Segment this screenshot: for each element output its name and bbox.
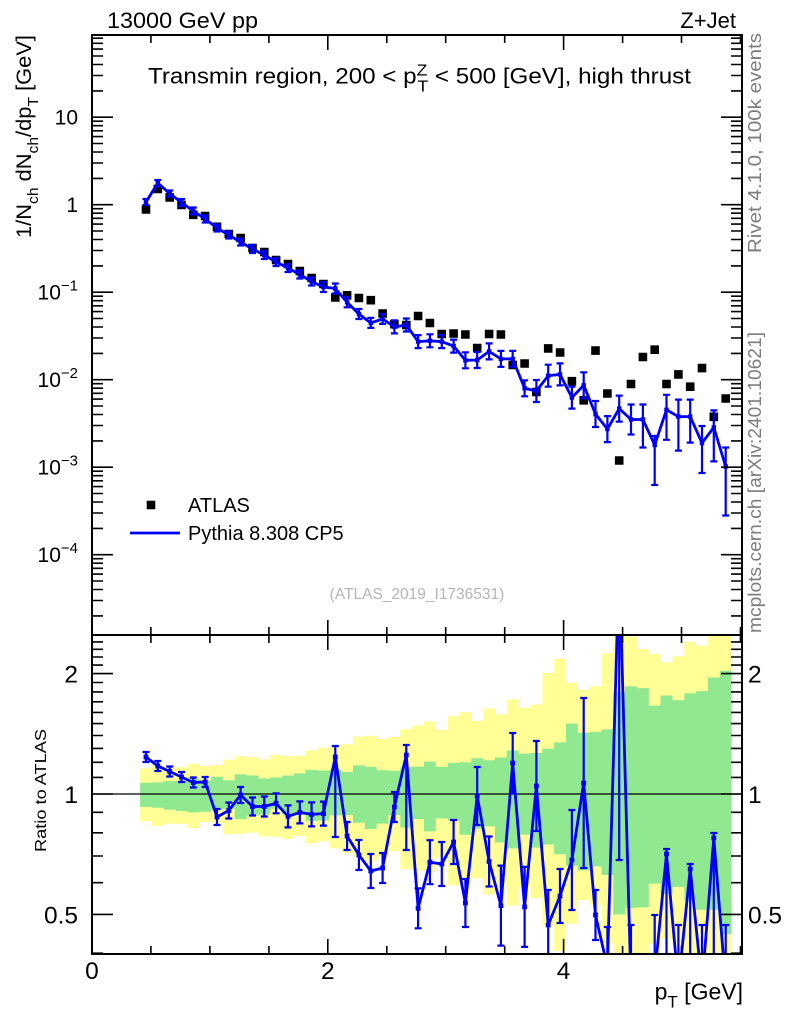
svg-text:1: 1 <box>64 782 78 809</box>
svg-text:0: 0 <box>85 958 99 985</box>
svg-text:4: 4 <box>557 958 571 985</box>
svg-text:13000 GeV pp: 13000 GeV pp <box>107 8 258 33</box>
svg-text:Pythia 8.308 CP5: Pythia 8.308 CP5 <box>188 523 344 545</box>
svg-text:Ratio to ATLAS: Ratio to ATLAS <box>33 729 50 852</box>
svg-text:10: 10 <box>55 107 78 130</box>
svg-text:2: 2 <box>321 958 335 985</box>
svg-text:2: 2 <box>748 662 762 689</box>
svg-text:Rivet 4.1.0, 100k events: Rivet 4.1.0, 100k events <box>745 33 765 253</box>
svg-text:(ATLAS_2019_I1736531): (ATLAS_2019_I1736531) <box>330 586 505 603</box>
svg-text:1: 1 <box>66 194 78 217</box>
svg-text:1: 1 <box>748 782 762 809</box>
svg-text:ATLAS: ATLAS <box>188 495 250 517</box>
svg-text:Z+Jet: Z+Jet <box>680 8 736 33</box>
svg-text:0.5: 0.5 <box>44 902 78 929</box>
svg-text:mcplots.cern.ch [arXiv:2401.10: mcplots.cern.ch [arXiv:2401.10621] <box>745 332 765 633</box>
svg-text:0.5: 0.5 <box>748 902 782 929</box>
svg-text:2: 2 <box>64 662 78 689</box>
svg-text:10−2: 10−2 <box>38 365 78 392</box>
